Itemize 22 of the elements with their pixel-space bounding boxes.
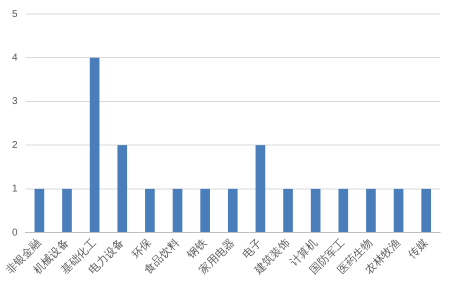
y-tick-label: 2 [12,140,18,151]
bar [310,188,321,232]
bar [62,188,72,232]
bar [256,145,266,232]
bar [338,188,348,232]
bar [366,188,376,232]
bar [117,145,128,232]
bar [228,188,238,232]
bar [145,188,155,232]
bar [172,188,182,232]
bar [421,188,432,232]
y-tick-label: 1 [12,184,18,195]
y-tick-label: 5 [12,8,18,20]
y-tick-label: 4 [12,52,18,64]
bar [283,188,293,232]
y-tick-label: 0 [12,227,18,238]
y-tick-label: 3 [12,96,18,108]
bar [200,188,210,232]
x-tick-label: 传媒 [406,236,430,261]
bar [394,188,404,232]
bar [90,58,100,232]
bar [34,188,44,232]
